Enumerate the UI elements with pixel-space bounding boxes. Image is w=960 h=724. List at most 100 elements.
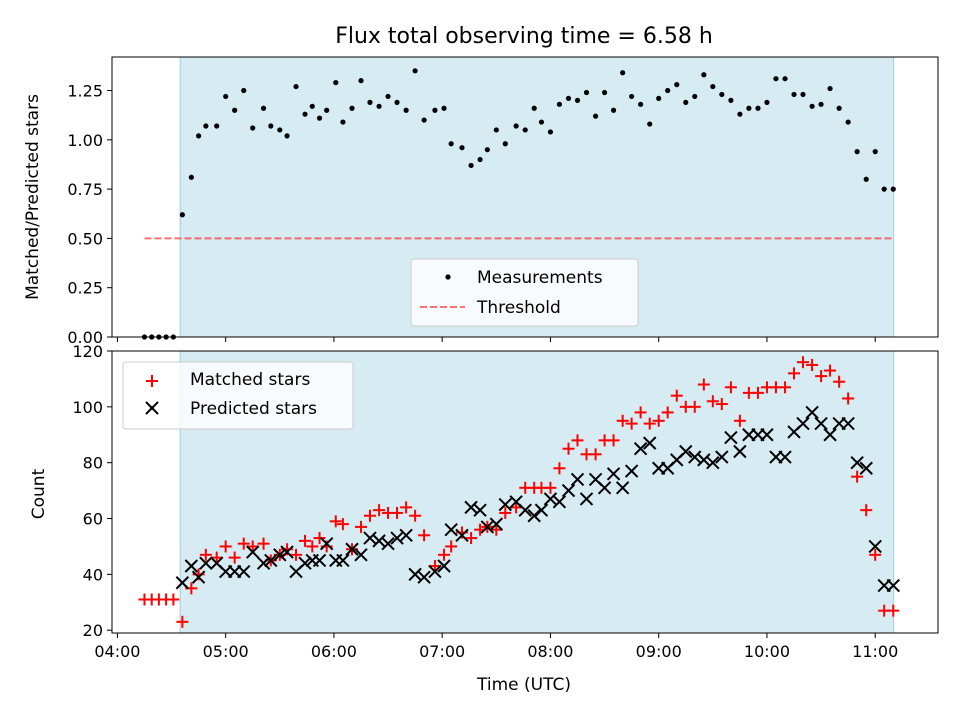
matched-stars-point: [842, 392, 855, 405]
measurement-point: [773, 76, 779, 82]
legend-predicted-label: Predicted stars: [190, 399, 317, 419]
matched-stars-point: [499, 506, 512, 519]
matched-stars-point: [199, 548, 212, 561]
predicted-stars-point: [312, 553, 327, 568]
measurement-point: [493, 127, 499, 133]
ratio-y-label: Matched/Predicted stars: [23, 94, 43, 300]
predicted-stars-point: [444, 522, 458, 537]
matched-stars-point: [724, 381, 737, 394]
count-panel: 20 40 60 80 100 120 04:00 05:00 06:00 07:00 08:00…: [29, 342, 939, 695]
measurement-point: [340, 119, 346, 125]
matched-stars-point: [438, 548, 451, 561]
measurement-point: [647, 121, 653, 127]
measurement-point: [484, 147, 490, 153]
matched-stars-point: [363, 509, 376, 522]
ratio-plot-frame: [111, 56, 939, 338]
predicted-stars-point: [437, 559, 451, 573]
measurement-point: [448, 141, 454, 147]
matched-stars-point: [176, 615, 189, 628]
predicted-stars-point: [633, 442, 648, 456]
measurement-point: [268, 123, 274, 129]
matched-stars-point: [329, 515, 342, 528]
predicted-stars-point: [518, 503, 532, 517]
measurement-point: [827, 85, 833, 92]
matched-stars-point: [634, 406, 647, 419]
measurement-point: [755, 105, 761, 111]
y-tick-label: 0.00: [67, 328, 103, 347]
measurement-point: [324, 107, 330, 113]
count-plot-frame: [111, 350, 939, 634]
predicted-stars-point: [246, 545, 260, 559]
measurement-point: [412, 68, 418, 74]
measurement-point: [719, 91, 725, 98]
predicted-stars-point: [464, 500, 478, 515]
matched-stars-point: [167, 593, 180, 606]
measurement-point: [881, 186, 887, 192]
measurement-point: [333, 80, 339, 86]
y-tick-label: 0.50: [67, 229, 103, 248]
measurement-point: [196, 133, 202, 139]
matched-stars-point: [688, 400, 701, 413]
matched-stars-point: [860, 504, 873, 517]
predicted-stars-point: [715, 450, 729, 464]
predicted-stars-point: [390, 531, 404, 545]
measurement-point: [214, 123, 220, 129]
measurement-point: [367, 99, 373, 105]
ratio-legend-box: [410, 258, 639, 327]
matched-stars-point: [869, 548, 882, 561]
series-measurements: [141, 68, 896, 340]
predicted-stars-point: [850, 455, 864, 470]
measurement-point: [477, 156, 483, 163]
x-tick-label: 11:00: [852, 642, 898, 661]
measurement-point: [223, 93, 229, 100]
measurement-point: [547, 129, 554, 135]
predicted-stars-point: [552, 495, 567, 509]
measurement-point: [349, 105, 355, 111]
matched-stars-point: [788, 367, 801, 380]
matched-stars-point: [544, 481, 557, 494]
matched-stars-point: [510, 501, 523, 514]
measurement-point: [737, 111, 743, 117]
matched-stars-point: [571, 434, 584, 447]
measurement-point: [809, 103, 815, 109]
measurement-point: [502, 141, 508, 147]
ratio-marks: [141, 68, 896, 340]
predicted-stars-point: [796, 416, 810, 431]
matched-stars-point: [418, 529, 431, 542]
matched-stars-point: [257, 537, 270, 550]
measurement-point: [394, 99, 400, 105]
predicted-stars-point: [363, 531, 377, 545]
matched-stars-point: [562, 442, 575, 455]
y-tick-label: 1.25: [67, 82, 103, 101]
matched-stars-point: [625, 417, 638, 430]
measurement-point: [674, 82, 680, 88]
matched-stars-point: [706, 395, 719, 408]
predicted-stars-point: [886, 578, 900, 593]
count-y-label: Count: [29, 468, 49, 519]
count-legend-box: [122, 361, 354, 430]
measurement-point: [746, 105, 752, 111]
predicted-stars-point: [688, 450, 702, 464]
measurement-point: [556, 101, 563, 107]
matched-stars-point: [391, 506, 404, 519]
measurement-point: [854, 149, 860, 155]
predicted-stars-point: [256, 556, 271, 570]
y-tick-label: 100: [72, 398, 103, 417]
matched-stars-point: [652, 414, 665, 427]
measurement-point: [538, 119, 545, 125]
measurement-point: [818, 101, 824, 107]
y-tick-label: 0.75: [67, 180, 103, 199]
x-axis-label: Time (UTC): [476, 675, 571, 695]
measurement-point: [358, 78, 364, 84]
predicted-stars-point: [697, 453, 711, 467]
measurement-point: [665, 87, 671, 94]
measurement-point: [592, 113, 599, 119]
measurement-point: [782, 76, 788, 82]
legend-predicted-marker: [145, 401, 159, 415]
measurement-point: [701, 72, 707, 78]
matched-stars-point: [833, 375, 846, 388]
matched-stars-point: [219, 540, 232, 553]
predicted-stars-point: [319, 536, 334, 551]
x-tick-label: 08:00: [527, 642, 573, 661]
matched-stars-point: [400, 501, 413, 514]
